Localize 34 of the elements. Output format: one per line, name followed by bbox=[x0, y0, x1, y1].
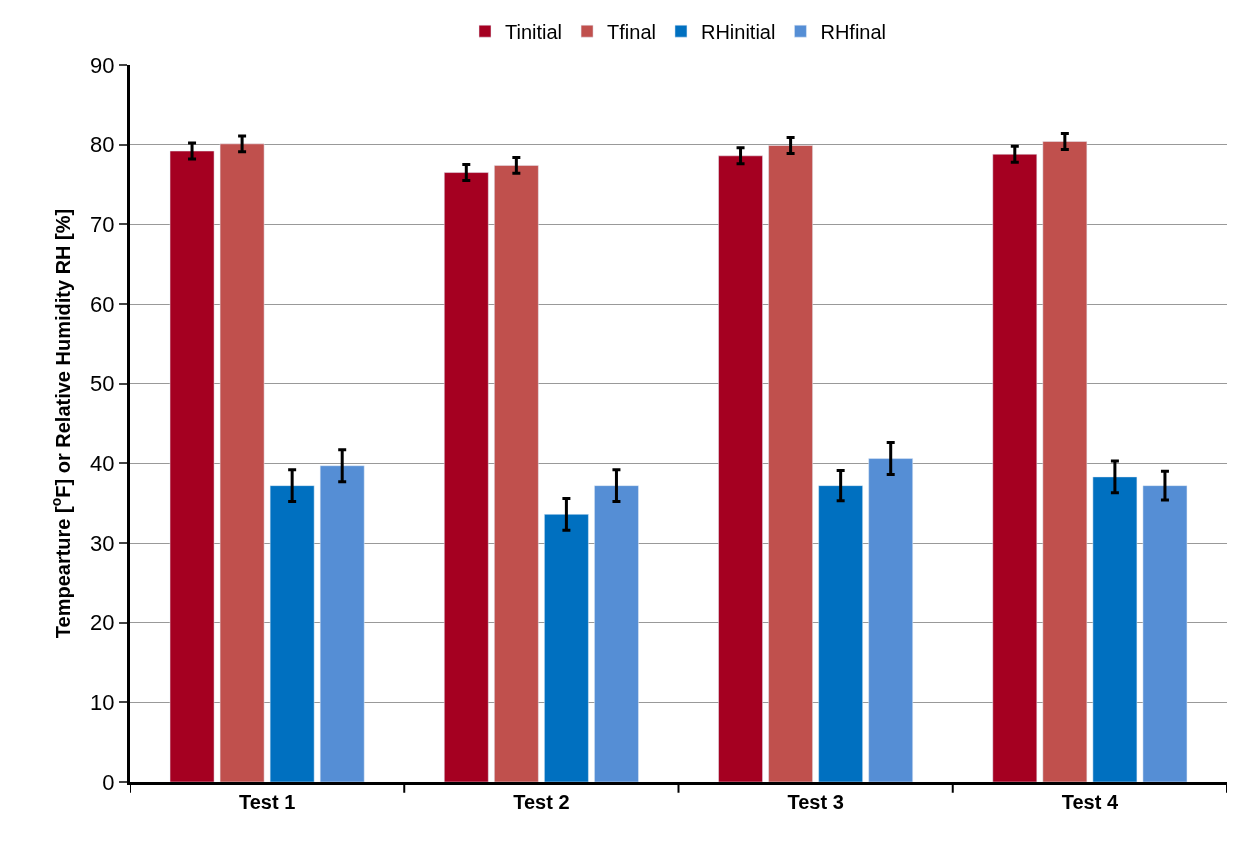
y-tick-label: 30 bbox=[90, 530, 115, 556]
legend-label: RHfinal bbox=[820, 20, 887, 43]
bar bbox=[444, 172, 489, 782]
bar bbox=[319, 465, 365, 782]
bar bbox=[1042, 141, 1088, 782]
y-tick-label: 20 bbox=[90, 610, 115, 636]
bar bbox=[868, 458, 913, 782]
bar bbox=[169, 150, 215, 782]
y-tick-label: 80 bbox=[90, 132, 115, 158]
bar bbox=[1092, 476, 1138, 782]
bar bbox=[818, 485, 863, 782]
bar bbox=[594, 485, 639, 782]
bar bbox=[269, 485, 315, 782]
bar bbox=[992, 153, 1038, 782]
legend-label: Tinitial bbox=[505, 20, 563, 43]
legend-label: Tfinal bbox=[607, 20, 656, 43]
bar bbox=[768, 145, 813, 782]
bar bbox=[544, 514, 589, 782]
y-tick-label: 60 bbox=[90, 291, 115, 317]
x-tick-label: Test 2 bbox=[513, 791, 570, 813]
legend-label: RHinitial bbox=[700, 20, 776, 43]
bar bbox=[718, 155, 763, 782]
x-tick-label: Test 4 bbox=[1061, 791, 1119, 813]
bar bbox=[1142, 485, 1188, 782]
bar bbox=[494, 165, 539, 782]
y-tick-label: 50 bbox=[90, 371, 115, 397]
bar bbox=[219, 143, 265, 782]
y-tick-label: 0 bbox=[102, 769, 115, 795]
x-tick-label: Test 1 bbox=[238, 791, 296, 813]
y-tick-label: 10 bbox=[90, 690, 115, 716]
x-tick-label: Test 3 bbox=[787, 791, 844, 813]
y-tick-label: 90 bbox=[90, 52, 115, 78]
y-tick-label: 40 bbox=[90, 451, 115, 477]
y-tick-label: 70 bbox=[90, 212, 115, 238]
